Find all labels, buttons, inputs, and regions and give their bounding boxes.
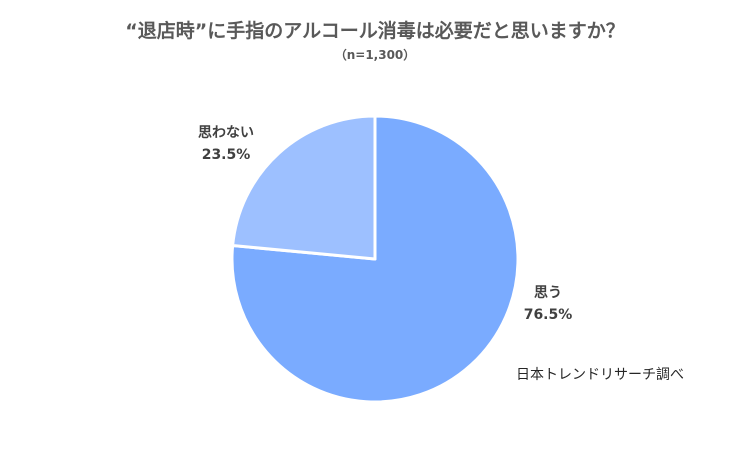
slice-label-yes: 思う 76.5% <box>520 282 576 326</box>
pie-slice-no <box>231 114 377 261</box>
slice-label-no: 思わない 23.5% <box>186 122 266 166</box>
slice-label-no-value: 23.5% <box>201 147 251 163</box>
slice-label-no-name: 思わない <box>198 125 254 141</box>
sample-size-subtitle: （n=1,300） <box>334 48 416 62</box>
slice-label-yes-name: 思う <box>534 285 562 301</box>
page-title: “退店時”に手指のアルコール消毒は必要だと思いますか？ <box>125 20 625 42</box>
slice-label-yes-value: 76.5% <box>523 307 573 323</box>
source-note: 日本トレンドリサーチ調べ <box>516 367 684 383</box>
